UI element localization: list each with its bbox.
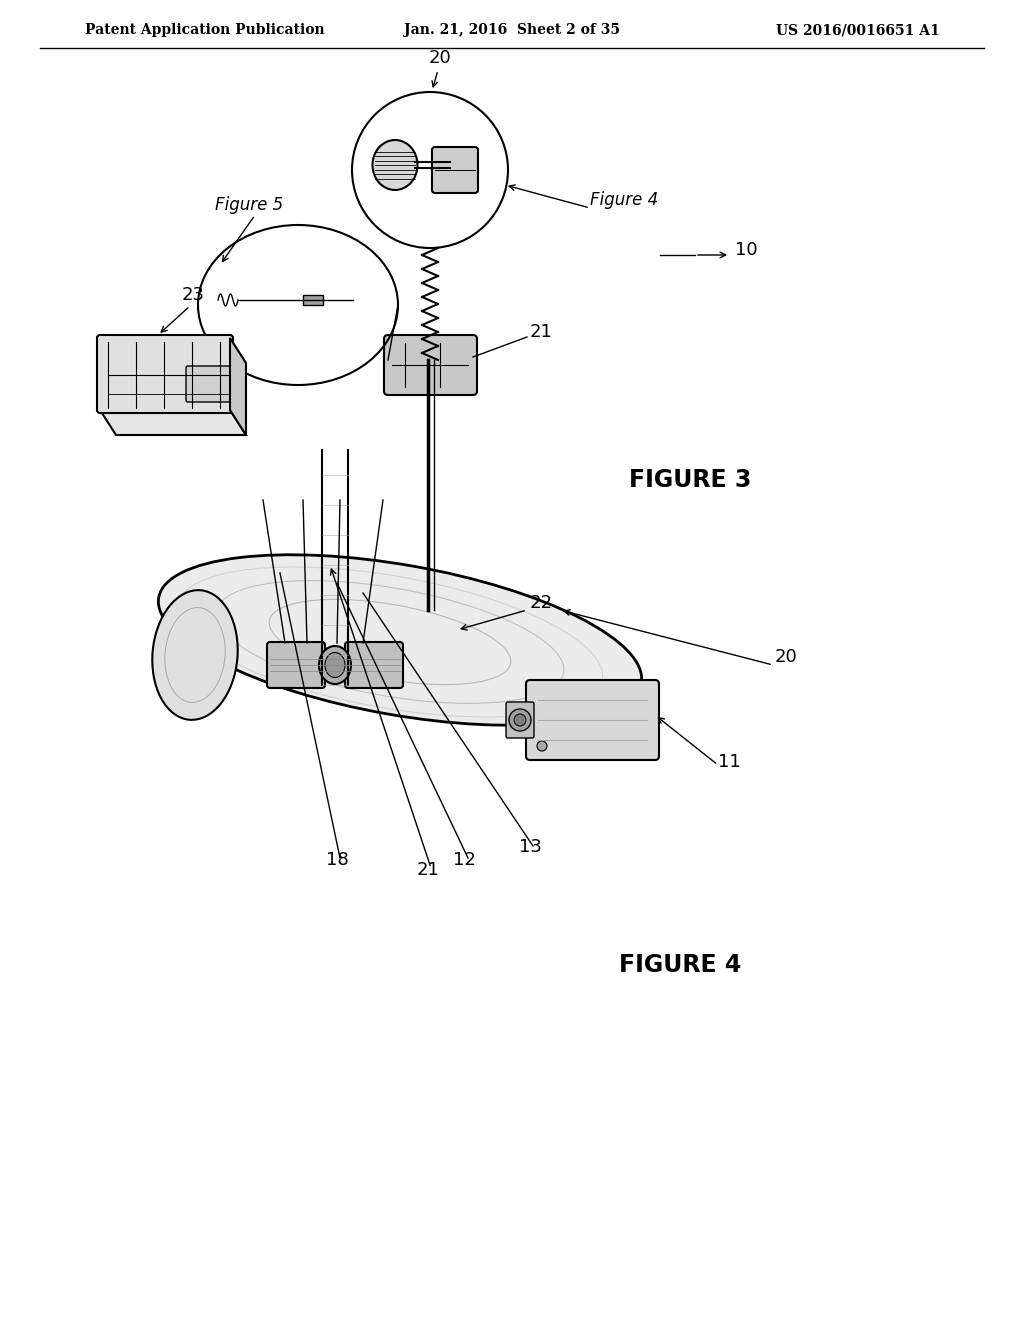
Ellipse shape bbox=[319, 645, 351, 684]
Text: 23: 23 bbox=[181, 286, 205, 304]
Text: 12: 12 bbox=[453, 851, 475, 869]
Text: 13: 13 bbox=[518, 838, 542, 855]
Text: Patent Application Publication: Patent Application Publication bbox=[85, 22, 325, 37]
Text: 11: 11 bbox=[718, 752, 740, 771]
FancyBboxPatch shape bbox=[384, 335, 477, 395]
Ellipse shape bbox=[153, 590, 238, 719]
FancyBboxPatch shape bbox=[97, 335, 233, 413]
Ellipse shape bbox=[430, 668, 446, 688]
Text: 20: 20 bbox=[429, 49, 452, 67]
Text: FIGURE 4: FIGURE 4 bbox=[618, 953, 741, 977]
Text: Figure 5: Figure 5 bbox=[215, 195, 284, 214]
Polygon shape bbox=[100, 411, 246, 436]
Text: Figure 4: Figure 4 bbox=[590, 191, 658, 209]
Text: 10: 10 bbox=[735, 242, 758, 259]
Circle shape bbox=[425, 682, 435, 693]
Ellipse shape bbox=[159, 554, 642, 725]
FancyBboxPatch shape bbox=[186, 366, 230, 403]
FancyBboxPatch shape bbox=[345, 642, 403, 688]
Circle shape bbox=[514, 714, 526, 726]
Ellipse shape bbox=[408, 688, 428, 713]
Text: 22: 22 bbox=[530, 594, 553, 612]
Text: FIGURE 3: FIGURE 3 bbox=[629, 469, 752, 492]
Text: 21: 21 bbox=[530, 323, 553, 341]
Polygon shape bbox=[230, 338, 246, 436]
FancyBboxPatch shape bbox=[432, 147, 478, 193]
Bar bbox=[303, 294, 323, 305]
FancyBboxPatch shape bbox=[526, 680, 659, 760]
Text: 18: 18 bbox=[326, 851, 348, 869]
Text: 20: 20 bbox=[775, 648, 798, 667]
Ellipse shape bbox=[404, 607, 456, 669]
FancyBboxPatch shape bbox=[267, 642, 325, 688]
Text: US 2016/0016651 A1: US 2016/0016651 A1 bbox=[776, 22, 940, 37]
Ellipse shape bbox=[325, 652, 345, 677]
Text: Jan. 21, 2016  Sheet 2 of 35: Jan. 21, 2016 Sheet 2 of 35 bbox=[404, 22, 620, 37]
Text: 21: 21 bbox=[417, 861, 439, 879]
FancyBboxPatch shape bbox=[506, 702, 534, 738]
Circle shape bbox=[537, 741, 547, 751]
Ellipse shape bbox=[373, 140, 418, 190]
Circle shape bbox=[509, 709, 531, 731]
